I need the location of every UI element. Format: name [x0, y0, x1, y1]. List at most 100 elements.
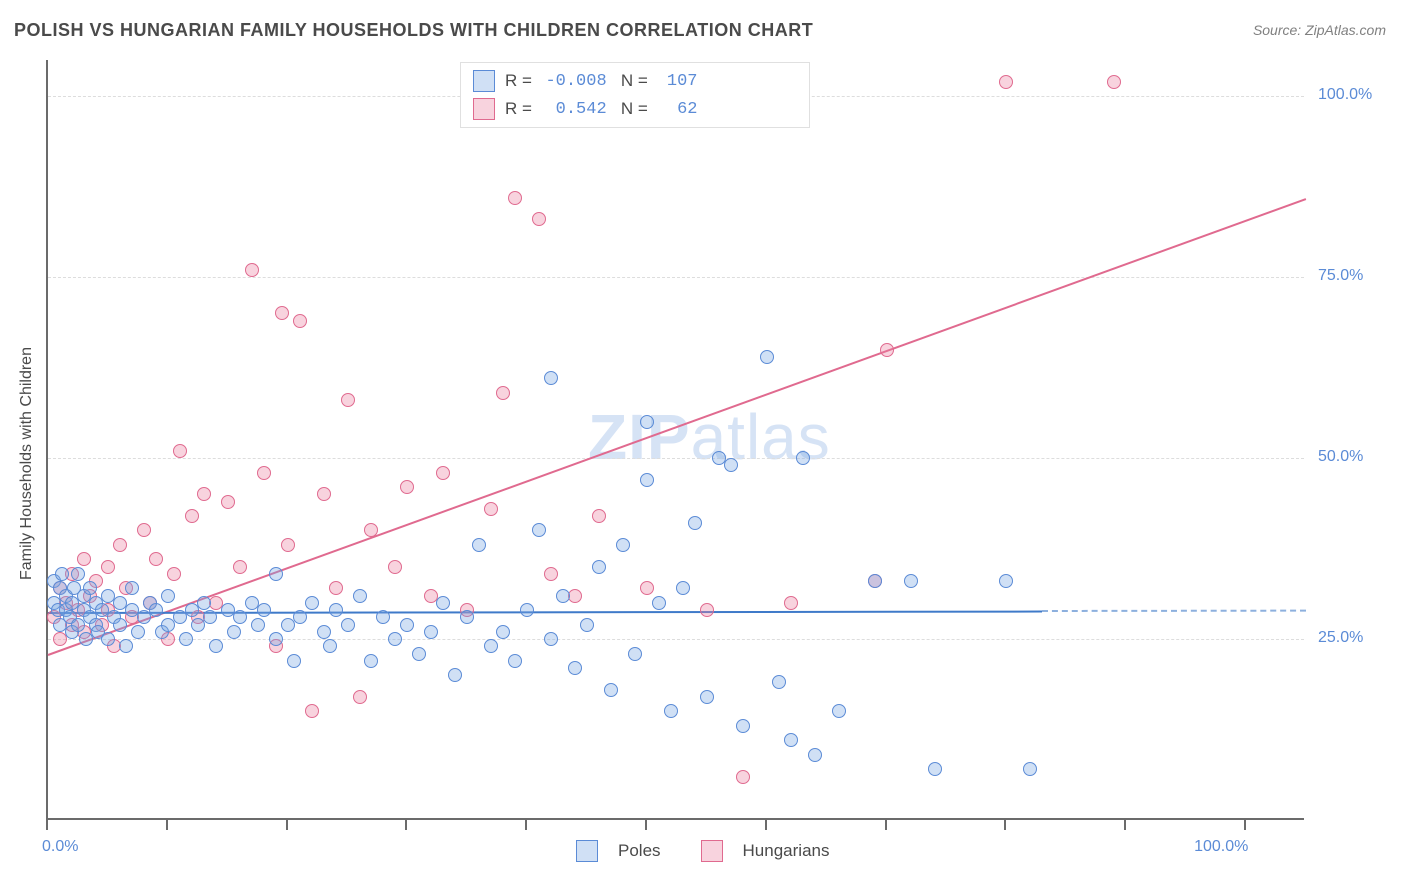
data-point-poles	[484, 639, 498, 653]
data-point-hungarians	[233, 560, 247, 574]
swatch-poles	[473, 70, 495, 92]
data-point-poles	[832, 704, 846, 718]
data-point-hungarians	[784, 596, 798, 610]
data-point-hungarians	[640, 581, 654, 595]
data-point-poles	[353, 589, 367, 603]
x-tick	[525, 820, 527, 830]
data-point-hungarians	[329, 581, 343, 595]
data-point-hungarians	[544, 567, 558, 581]
data-point-hungarians	[137, 523, 151, 537]
data-point-hungarians	[167, 567, 181, 581]
data-point-hungarians	[592, 509, 606, 523]
data-point-poles	[688, 516, 702, 530]
data-point-hungarians	[197, 487, 211, 501]
data-point-poles	[700, 690, 714, 704]
data-point-hungarians	[400, 480, 414, 494]
data-point-poles	[101, 632, 115, 646]
data-point-hungarians	[221, 495, 235, 509]
data-point-poles	[269, 567, 283, 581]
data-point-poles	[448, 668, 462, 682]
data-point-poles	[772, 675, 786, 689]
x-tick	[885, 820, 887, 830]
n-label: N =	[621, 99, 648, 119]
x-tick-label: 0.0%	[42, 838, 78, 856]
data-point-hungarians	[353, 690, 367, 704]
data-point-poles	[556, 589, 570, 603]
data-point-poles	[203, 610, 217, 624]
data-point-hungarians	[305, 704, 319, 718]
data-point-hungarians	[568, 589, 582, 603]
legend-label-hungarians: Hungarians	[743, 841, 830, 861]
data-point-poles	[784, 733, 798, 747]
gridline	[48, 458, 1304, 459]
data-point-hungarians	[185, 509, 199, 523]
data-point-poles	[83, 581, 97, 595]
data-point-poles	[999, 574, 1013, 588]
data-point-hungarians	[999, 75, 1013, 89]
data-point-poles	[640, 473, 654, 487]
data-point-poles	[341, 618, 355, 632]
data-point-hungarians	[293, 314, 307, 328]
data-point-poles	[676, 581, 690, 595]
data-point-poles	[472, 538, 486, 552]
n-value-hungarians: 62	[653, 100, 698, 119]
data-point-hungarians	[245, 263, 259, 277]
swatch-hungarians	[701, 840, 723, 862]
data-point-poles	[652, 596, 666, 610]
x-tick	[1004, 820, 1006, 830]
data-point-poles	[233, 610, 247, 624]
data-point-hungarians	[484, 502, 498, 516]
r-label: R =	[505, 71, 532, 91]
data-point-poles	[544, 371, 558, 385]
data-point-hungarians	[880, 343, 894, 357]
data-point-poles	[113, 618, 127, 632]
data-point-poles	[131, 625, 145, 639]
data-point-poles	[628, 647, 642, 661]
data-point-poles	[55, 567, 69, 581]
data-point-poles	[287, 654, 301, 668]
data-point-poles	[179, 632, 193, 646]
data-point-hungarians	[257, 466, 271, 480]
data-point-poles	[520, 603, 534, 617]
x-tick	[405, 820, 407, 830]
y-axis-label: Family Households with Children	[18, 347, 36, 580]
data-point-hungarians	[101, 560, 115, 574]
data-point-poles	[119, 639, 133, 653]
data-point-poles	[269, 632, 283, 646]
data-point-hungarians	[364, 523, 378, 537]
data-point-poles	[400, 618, 414, 632]
n-value-poles: 107	[653, 72, 698, 91]
data-point-poles	[904, 574, 918, 588]
data-point-poles	[1023, 762, 1037, 776]
data-point-hungarians	[281, 538, 295, 552]
data-point-poles	[227, 625, 241, 639]
data-point-poles	[736, 719, 750, 733]
data-point-poles	[868, 574, 882, 588]
x-tick	[765, 820, 767, 830]
source-label: Source: ZipAtlas.com	[1253, 22, 1386, 38]
data-point-poles	[604, 683, 618, 697]
data-point-poles	[323, 639, 337, 653]
y-tick-label: 100.0%	[1318, 86, 1372, 104]
y-tick-label: 75.0%	[1318, 267, 1363, 285]
data-point-poles	[317, 625, 331, 639]
y-tick-label: 50.0%	[1318, 448, 1363, 466]
data-point-hungarians	[341, 393, 355, 407]
data-point-hungarians	[1107, 75, 1121, 89]
data-point-poles	[664, 704, 678, 718]
data-point-poles	[928, 762, 942, 776]
data-point-poles	[424, 625, 438, 639]
data-point-poles	[436, 596, 450, 610]
x-tick	[286, 820, 288, 830]
swatch-hungarians	[473, 98, 495, 120]
data-point-poles	[796, 451, 810, 465]
data-point-hungarians	[317, 487, 331, 501]
trend-line	[1042, 610, 1306, 612]
correlation-legend: R = -0.008 N = 107 R = 0.542 N = 62	[460, 62, 810, 128]
data-point-poles	[161, 589, 175, 603]
data-point-poles	[364, 654, 378, 668]
r-value-poles: -0.008	[537, 72, 607, 91]
data-point-poles	[305, 596, 319, 610]
data-point-hungarians	[700, 603, 714, 617]
series-legend: Poles Hungarians	[576, 840, 829, 862]
